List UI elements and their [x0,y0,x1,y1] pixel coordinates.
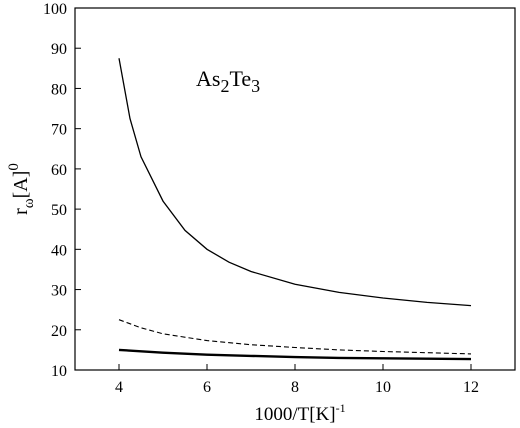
tick-layer: 4 6 8 10 12 10 20 30 40 50 60 70 80 90 100 [43,1,479,396]
series-line-solid-thin [118,58,472,307]
x-tick-label: 12 [463,379,479,396]
annotation-base-1: As [196,66,220,91]
y-tick-label: 90 [51,41,67,58]
y-axis-label-sup: 0 [6,163,22,171]
annotation-sub-2: 3 [251,76,260,96]
series-line-solid-thick [118,348,472,361]
series-layer [118,58,472,361]
annotation-sub-1: 2 [220,76,229,96]
y-tick-label: 30 [51,283,67,300]
y-tick-label: 70 [51,122,67,139]
plot-frame [74,7,516,371]
y-tick-label: 20 [51,323,67,340]
x-tick-label: 10 [375,379,391,396]
y-axis-label-base: r [10,208,32,215]
y-axis-label: rω[A]0 [6,163,37,215]
x-tick-label: 8 [291,379,299,396]
x-axis-label-text: 1000/T[K] [254,404,335,425]
x-tick-label: 4 [115,379,123,396]
y-axis-label-sub: ω [21,198,37,208]
compound-annotation: As2Te3 [196,66,260,96]
y-tick-label: 10 [51,363,67,380]
x-tick-label: 6 [203,379,211,396]
x-axis-label-sup: -1 [336,401,346,415]
y-tick-label: 80 [51,81,67,98]
y-tick-label: 50 [51,202,67,219]
series-line-dashed [118,319,472,355]
y-tick-label: 60 [51,162,67,179]
y-axis-label-bracket: [A] [10,171,32,199]
y-tick-label: 100 [43,1,67,18]
x-axis-label: 1000/T[K]-1 [254,401,345,425]
annotation-base-2: Te [229,66,251,91]
y-tick-label: 40 [51,242,67,259]
